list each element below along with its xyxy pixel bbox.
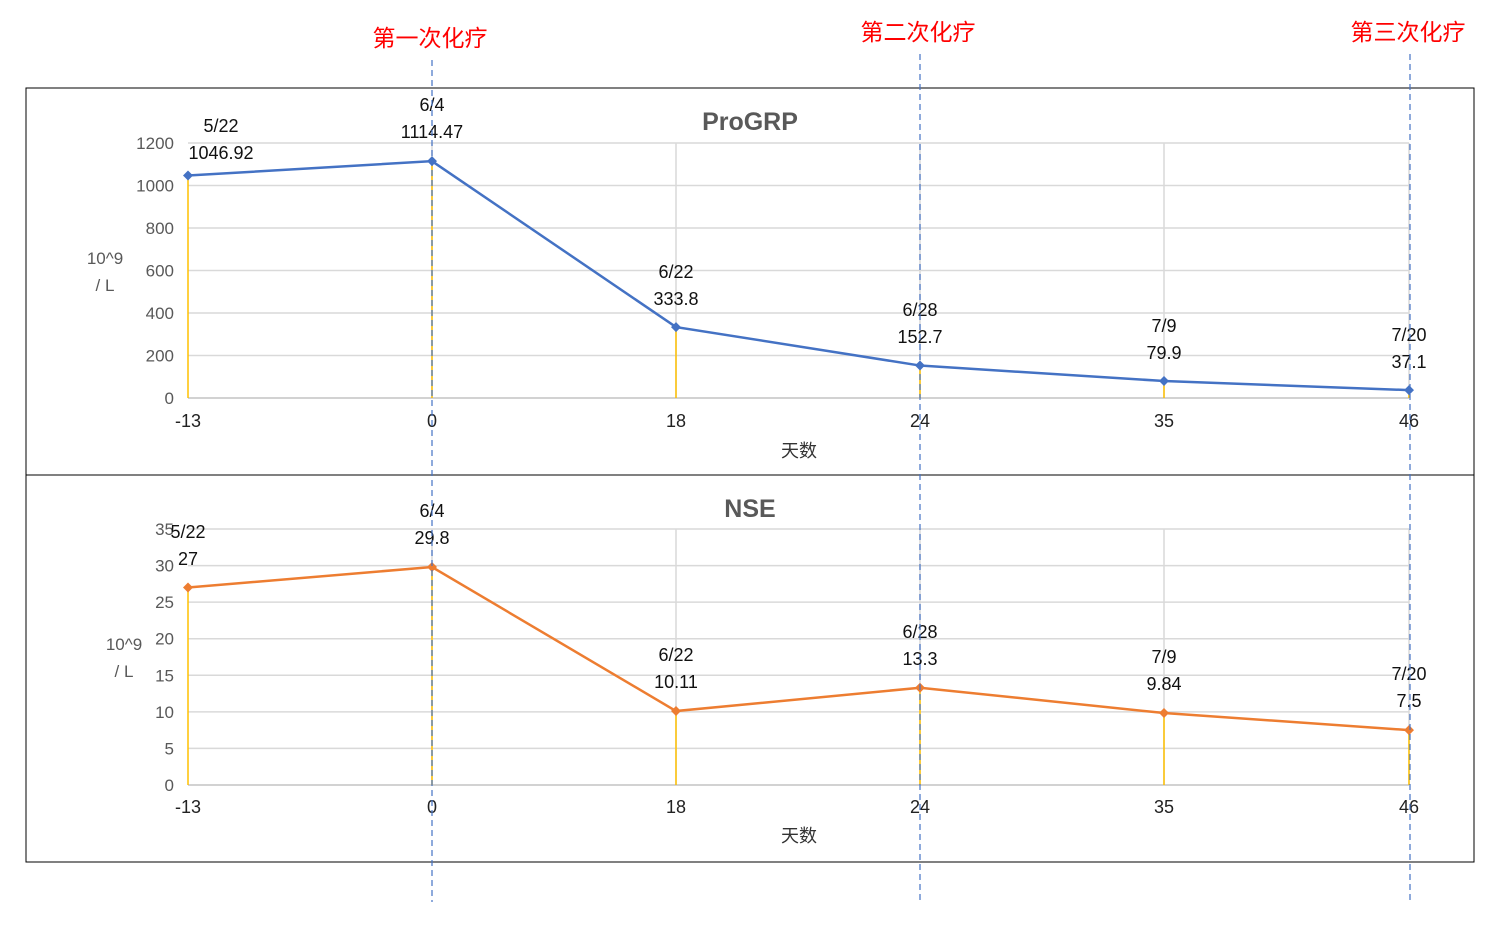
x-tick-label: 46 [1399,411,1419,431]
chemo-marker-label: 第一次化疗 [373,25,488,51]
data-label-date: 7/20 [1391,664,1426,684]
data-point-marker [427,562,437,573]
data-point-marker [671,322,681,333]
y-tick-label: 600 [146,262,174,281]
data-label-date: 7/20 [1391,325,1426,345]
y-tick-label: 20 [155,630,174,649]
y-tick-label: 1200 [136,134,174,153]
series-line [187,159,1410,392]
y-tick-label: 1000 [136,177,174,196]
y-tick-label: 400 [146,304,174,323]
data-label-date: 7/9 [1151,316,1176,336]
y-axis-title: / L [96,276,115,295]
data-label-value: 29.8 [414,528,449,548]
data-label-date: 5/22 [203,116,238,136]
x-tick-label: 0 [427,797,437,817]
data-label-value: 7.5 [1396,691,1421,711]
y-tick-label: 5 [165,739,174,758]
data-label-date: 6/22 [658,645,693,665]
y-tick-label: 0 [165,389,174,408]
data-point-marker [1404,385,1414,396]
x-tick-label: 18 [666,411,686,431]
data-label-value: 79.9 [1146,343,1181,363]
data-point-marker [1404,725,1414,736]
data-label-value: 9.84 [1146,674,1181,694]
y-tick-label: 25 [155,593,174,612]
x-tick-label: -13 [175,411,201,431]
y-axis-title: / L [115,662,134,681]
chemo-marker-label: 第二次化疗 [861,19,976,45]
data-label-value: 1046.92 [188,143,253,163]
x-tick-label: 24 [910,411,930,431]
x-tick-label: 35 [1154,411,1174,431]
data-label-date: 6/28 [902,622,937,642]
y-axis-title: 10^9 [106,635,142,654]
y-tick-label: 800 [146,219,174,238]
data-label-value: 27 [178,549,198,569]
chart-border [25,87,1475,476]
data-point-marker [183,582,193,593]
data-label-date: 7/9 [1151,647,1176,667]
progrp-chart: 0200400600800100012005/221046.92-136/411… [25,87,1475,476]
data-point-marker [1159,708,1169,719]
y-tick-label: 15 [155,666,174,685]
data-label-value: 333.8 [653,289,698,309]
data-point-marker [1159,376,1169,387]
series-line [187,565,1410,732]
data-label-date: 6/22 [658,262,693,282]
x-tick-label: 35 [1154,797,1174,817]
y-tick-label: 0 [165,776,174,795]
chemo-marker-label: 第三次化疗 [1351,19,1466,45]
x-tick-label: 18 [666,797,686,817]
data-point-marker [671,706,681,717]
x-tick-label: -13 [175,797,201,817]
data-label-value: 10.11 [654,672,698,692]
chart-border [25,474,1475,863]
y-tick-label: 10 [155,703,174,722]
x-axis-title: 天数 [781,441,817,461]
data-label-date: 5/22 [170,522,205,542]
chart-title: NSE [724,495,775,523]
y-tick-label: 30 [155,557,174,576]
data-point-marker [183,170,193,181]
nse-chart: 051015202530355/2227-136/429.806/2210.11… [25,474,1475,863]
x-tick-label: 46 [1399,797,1419,817]
chart-title: ProGRP [702,108,798,136]
y-tick-label: 200 [146,347,174,366]
x-axis-title: 天数 [781,826,817,846]
data-label-value: 37.1 [1391,352,1426,372]
y-axis-title: 10^9 [87,249,123,268]
y-tick-label: 35 [155,520,174,539]
